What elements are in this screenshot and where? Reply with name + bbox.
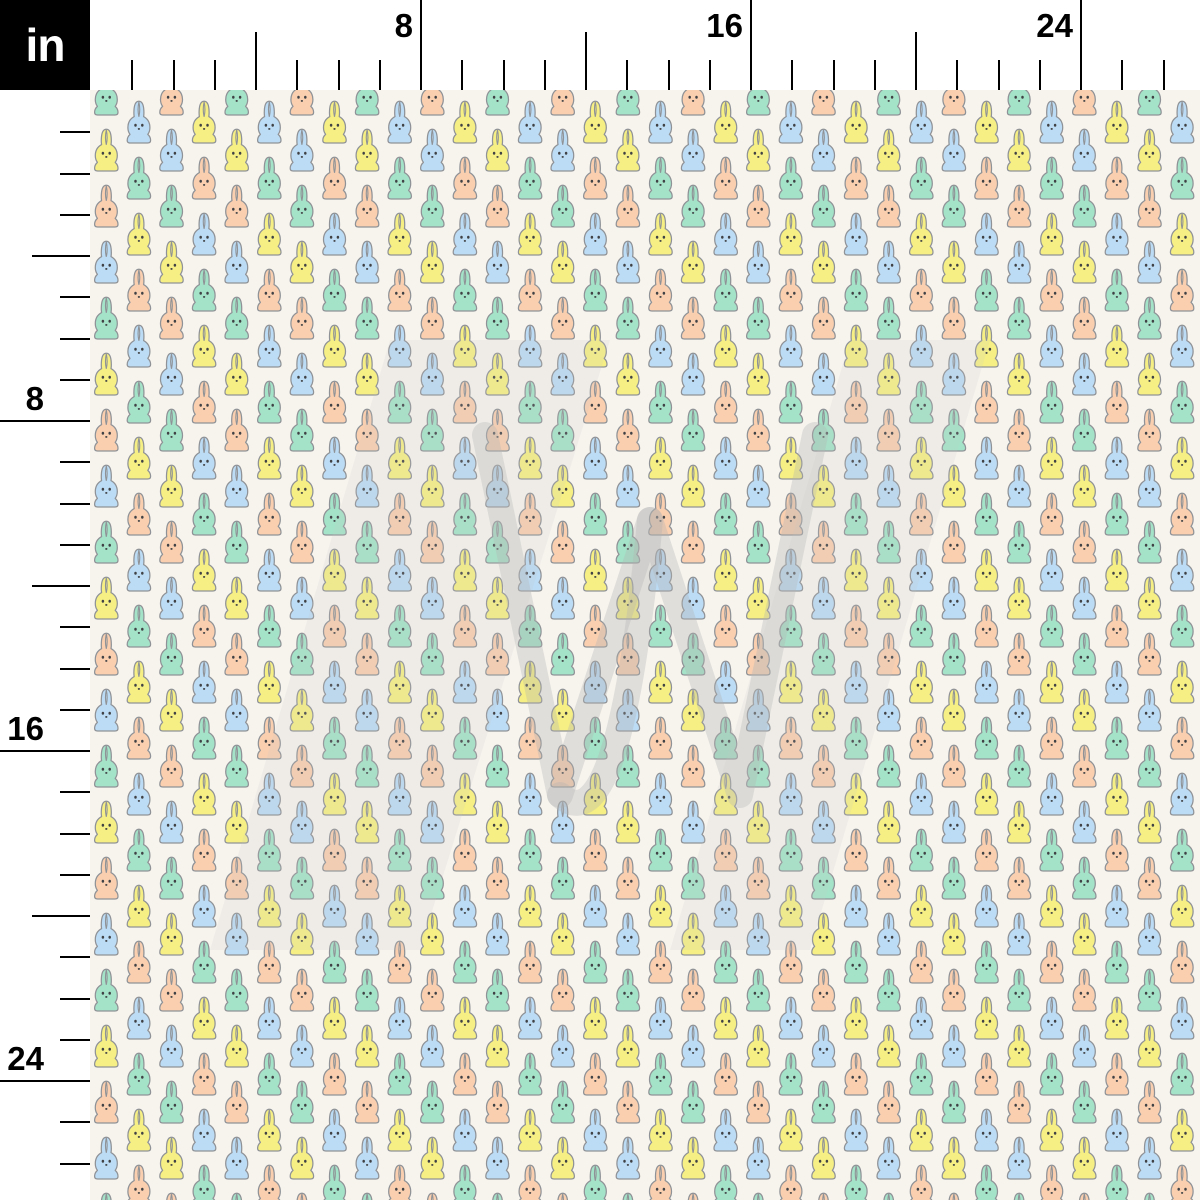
ruler-tick-horizontal-2 [172, 60, 175, 90]
ruler-tick-vertical-12 [32, 585, 90, 587]
ruler-tick-horizontal-17 [791, 60, 794, 90]
bunny-motif [941, 90, 967, 116]
ruler-tick-horizontal-13 [626, 60, 629, 90]
ruler-label-vertical-16: 16 [7, 710, 44, 747]
ruler-horizontal: 8 16 24 [90, 0, 1200, 90]
ruler-tick-vertical-8 [0, 420, 90, 422]
ruler-tick-vertical-11 [60, 543, 90, 546]
ruler-tick-vertical-26 [60, 1162, 90, 1165]
ruler-label-horizontal-16: 16 [706, 7, 743, 44]
ruler-tick-horizontal-23 [1038, 60, 1041, 90]
ruler-tick-vertical-9 [60, 461, 90, 464]
ruler-tick-horizontal-16 [750, 0, 752, 90]
ruler-tick-vertical-16 [0, 750, 90, 752]
bunny-motif [550, 90, 576, 116]
ruler-tick-horizontal-1 [131, 60, 134, 90]
ruler-tick-horizontal-15 [708, 60, 711, 90]
bunny-motif [1006, 90, 1032, 116]
bunny-motif [1071, 90, 1097, 116]
pattern-swatch [90, 90, 1200, 1200]
ruler-tick-vertical-25 [60, 1121, 90, 1124]
ruler-tick-horizontal-12 [585, 32, 587, 90]
bunny-motif [745, 90, 771, 116]
bunny-motif [419, 90, 445, 116]
ruler-tick-vertical-2 [60, 172, 90, 175]
ruler-tick-vertical-15 [60, 708, 90, 711]
ruler-tick-vertical-10 [60, 502, 90, 505]
ruler-tick-horizontal-18 [832, 60, 835, 90]
ruler-tick-horizontal-3 [213, 60, 216, 90]
bunny-motif [354, 90, 380, 116]
ruler-tick-horizontal-19 [873, 60, 876, 90]
ruler-tick-vertical-7 [60, 378, 90, 381]
ruler-tick-horizontal-8 [420, 0, 422, 90]
ruler-tick-vertical-18 [60, 832, 90, 835]
ruler-tick-vertical-3 [60, 213, 90, 216]
ruler-tick-horizontal-4 [255, 32, 257, 90]
ruler-tick-vertical-13 [60, 626, 90, 629]
ruler-tick-vertical-14 [60, 667, 90, 670]
bunny-motif [93, 90, 119, 116]
bunny-motif [1137, 90, 1162, 116]
bunny-motif [615, 90, 641, 116]
unit-badge: in [0, 0, 90, 90]
ruler-vertical: 8 16 24 [0, 90, 90, 1200]
bunny-motif [811, 90, 836, 116]
bunny-pattern-svg [90, 90, 1200, 1200]
ruler-tick-vertical-1 [60, 131, 90, 134]
ruler-tick-vertical-20 [32, 915, 90, 917]
ruler-tick-horizontal-11 [543, 60, 546, 90]
ruler-label-vertical-24: 24 [7, 1040, 44, 1077]
ruler-tick-horizontal-9 [461, 60, 464, 90]
ruler-tick-horizontal-5 [296, 60, 299, 90]
ruler-tick-horizontal-22 [997, 60, 1000, 90]
ruler-tick-horizontal-10 [502, 60, 505, 90]
unit-badge-label: in [25, 19, 66, 71]
ruler-label-vertical-8: 8 [25, 380, 44, 417]
bunny-motif [680, 90, 706, 116]
bunny-motif [289, 90, 315, 116]
ruler-tick-vertical-24 [0, 1080, 90, 1082]
bunny-motif [876, 90, 902, 116]
ruler-tick-horizontal-26 [1162, 60, 1165, 90]
ruler-tick-vertical-6 [60, 337, 90, 340]
ruler-tick-vertical-19 [60, 873, 90, 876]
bunny-motif [485, 90, 510, 116]
ruler-label-horizontal-24: 24 [1036, 7, 1073, 44]
ruler-tick-horizontal-25 [1121, 60, 1124, 90]
ruler-tick-vertical-21 [60, 956, 90, 959]
ruler-label-horizontal-8: 8 [394, 7, 413, 44]
ruler-tick-vertical-4 [32, 255, 90, 257]
ruler-tick-horizontal-7 [378, 60, 381, 90]
ruler-tick-vertical-23 [60, 1038, 90, 1041]
ruler-tick-vertical-5 [60, 296, 90, 299]
ruler-tick-horizontal-14 [667, 60, 670, 90]
ruler-tick-horizontal-20 [915, 32, 917, 90]
ruler-tick-horizontal-21 [956, 60, 959, 90]
bunny-motif [159, 90, 184, 116]
ruler-tick-horizontal-6 [337, 60, 340, 90]
ruler-tick-horizontal-24 [1080, 0, 1082, 90]
bunny-motif [224, 90, 250, 116]
ruler-tick-vertical-22 [60, 997, 90, 1000]
ruler-tick-vertical-17 [60, 791, 90, 794]
